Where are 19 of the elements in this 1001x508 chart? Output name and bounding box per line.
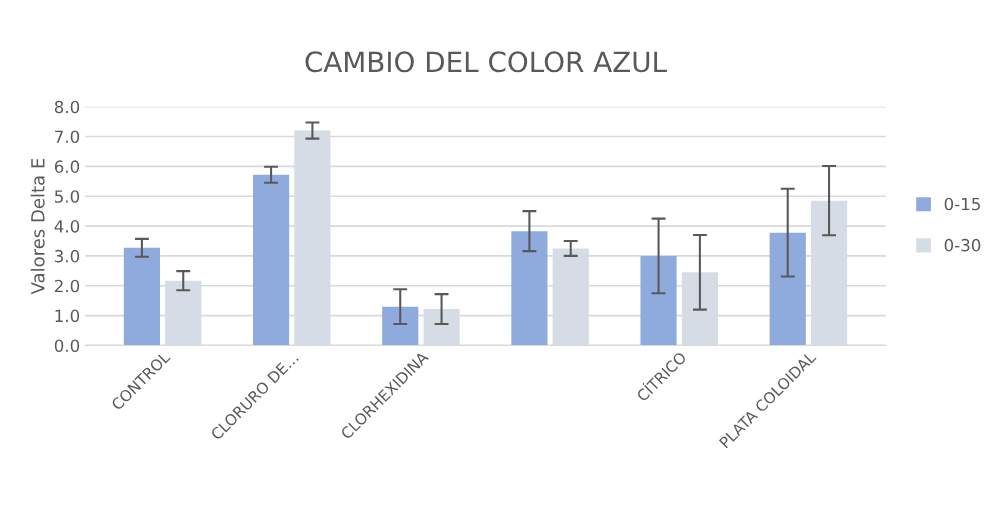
legend-label: 0-30: [944, 238, 981, 252]
y-tick-label: 6.0: [54, 160, 80, 173]
y-axis-title: Valores Delta E: [30, 158, 45, 295]
bar: [640, 255, 677, 346]
bar: [382, 306, 419, 346]
y-tick-label: 5.0: [55, 190, 80, 203]
bar: [769, 232, 806, 346]
y-tick-label: 4.0: [54, 220, 80, 233]
y-tick-label: 2.0: [54, 279, 80, 293]
y-tick-label: 0.0: [54, 339, 80, 353]
legend-label: 0-15: [944, 197, 980, 211]
chart-title: CAMBIO DEL COLOR AZUL: [305, 51, 667, 73]
bar: [511, 231, 548, 346]
bar: [123, 247, 160, 346]
y-tick-label: 3.0: [54, 249, 80, 263]
y-tick-label: 1.0: [55, 309, 80, 323]
y-tick-label: 8.0: [54, 100, 80, 114]
bar: [252, 174, 290, 346]
y-tick-label: 7.0: [55, 130, 80, 144]
